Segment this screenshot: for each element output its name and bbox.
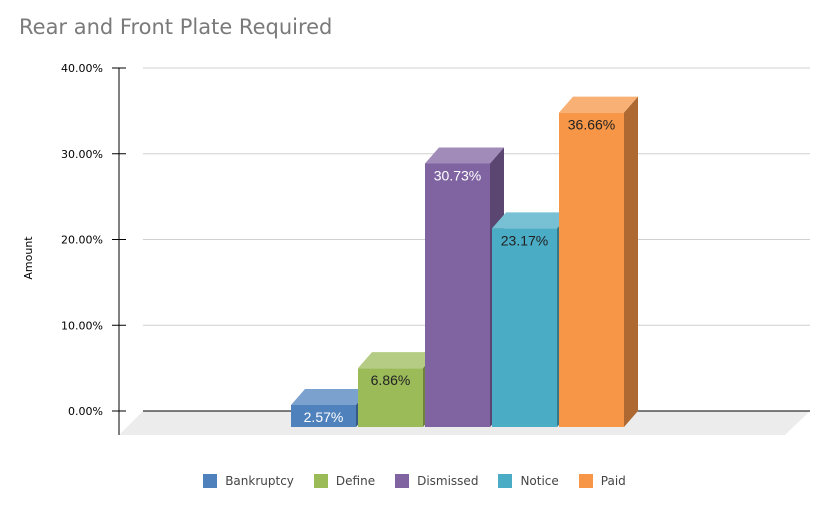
y-tick-label: 30.00% <box>61 148 103 161</box>
data-label: 6.86% <box>371 372 411 388</box>
y-tick-label: 10.00% <box>61 319 103 332</box>
y-tick-label: 0.00% <box>68 405 103 418</box>
legend-label: Notice <box>520 474 559 488</box>
legend-item: Define <box>313 474 376 488</box>
legend-label: Paid <box>600 474 626 488</box>
y-axis-label: Amount <box>22 236 35 280</box>
legend-label: Define <box>335 474 376 488</box>
data-label: 36.66% <box>568 117 615 133</box>
bar-dismissed-front <box>425 163 490 428</box>
legend-item: Paid <box>578 474 626 488</box>
bar-define-top <box>358 352 437 369</box>
bar-notice-top <box>492 212 571 229</box>
legend-swatch <box>395 474 410 488</box>
y-tick-label: 20.00% <box>61 234 103 247</box>
chart-title: Rear and Front Plate Required <box>19 15 333 39</box>
legend-label: Bankruptcy <box>225 474 294 488</box>
legend-swatch <box>313 474 328 488</box>
bar-chart: 0.00% 10.00% 20.00% 30.00% 40.00% Amount 2.57%… <box>22 62 810 435</box>
bar-paid-top <box>559 96 638 113</box>
data-label: 2.57% <box>304 409 344 425</box>
bar-bankruptcy-front <box>291 404 356 427</box>
y-tick-label: 40.00% <box>61 62 103 75</box>
legend-item: Bankruptcy <box>203 474 294 488</box>
legend-swatch <box>498 474 513 488</box>
legend-swatch <box>203 474 218 488</box>
bar-paid-side <box>624 96 638 427</box>
bar-notice-front <box>492 228 557 427</box>
legend-swatch <box>578 474 593 488</box>
bar-dismissed-top <box>425 147 504 164</box>
bar-define-front <box>358 368 423 427</box>
legend-label: Dismissed <box>417 474 479 488</box>
legend-item: Notice <box>498 474 559 488</box>
bar-paid-front <box>559 112 624 427</box>
bar-bankruptcy-top <box>291 388 370 405</box>
chart-legend: Bankruptcy Define Dismissed Notice Paid <box>0 474 829 488</box>
data-label: 23.17% <box>501 232 548 248</box>
data-label: 30.73% <box>434 167 481 183</box>
legend-item: Dismissed <box>395 474 478 488</box>
